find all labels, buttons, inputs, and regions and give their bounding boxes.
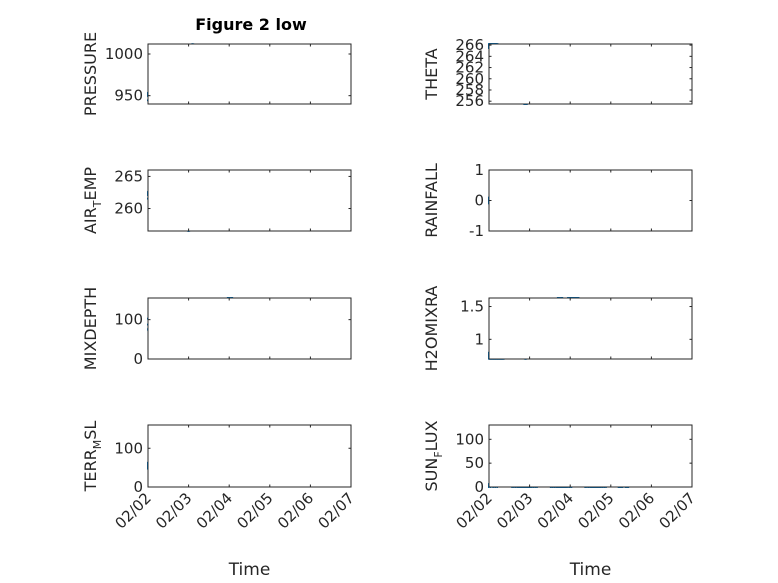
y-tick-label: 260	[455, 70, 484, 88]
axes-box	[488, 424, 693, 488]
y-tick-label: 950	[114, 87, 143, 105]
axes-box	[488, 297, 693, 360]
x-tick-label: 02/07	[315, 489, 358, 532]
y-tick-label: 258	[455, 81, 484, 99]
y-axis-label: THETA	[422, 48, 441, 100]
x-tick-label: 02/05	[574, 489, 617, 532]
x-tick-label: 02/03	[152, 489, 195, 532]
y-tick-label: 0	[133, 478, 143, 496]
y-tick-label: 1	[474, 161, 484, 179]
y-tick-label: 256	[455, 92, 484, 110]
x-tick-label: 02/06	[274, 489, 317, 532]
y-tick-label: 1.5	[460, 298, 484, 316]
x-tick-label: 02/04	[534, 489, 577, 532]
y-tick-label: 264	[455, 47, 484, 65]
panel-h2omixra: 1 1.5 H2OMIXRA	[422, 286, 693, 372]
y-tick-label: 262	[455, 59, 484, 77]
axes-box	[488, 169, 693, 232]
panel-rainfall: -1 0 1 RAINFALL	[422, 161, 693, 240]
y-tick-label: 266	[455, 36, 484, 54]
x-axis-label: Time	[569, 560, 612, 580]
axes-box	[488, 43, 693, 105]
y-tick-label: -1	[469, 222, 484, 240]
y-tick-label: 0	[474, 192, 484, 210]
panel-terr_msl: 0100TERRMSL02/0202/0302/0402/0502/0602/0…	[81, 421, 358, 580]
panel-mixdepth: 0 100 MIXDEPTH	[81, 287, 352, 370]
y-tick-label: 260	[114, 200, 143, 218]
axes-box	[147, 424, 352, 488]
y-tick-label: 100	[455, 430, 484, 448]
y-axis-label: MIXDEPTH	[81, 287, 100, 370]
x-tick-label: 02/06	[615, 489, 658, 532]
y-tick-label: 265	[114, 167, 143, 185]
y-tick-label: 100	[114, 439, 143, 457]
y-tick-label: 0	[133, 350, 143, 368]
x-tick-label: 02/04	[193, 489, 236, 532]
y-tick-label: 0	[474, 478, 484, 496]
axes-box	[147, 43, 352, 105]
x-tick-label: 02/05	[233, 489, 276, 532]
y-axis-label: H2OMIXRA	[422, 286, 441, 372]
y-axis-label: PRESSURE	[81, 32, 100, 116]
axes-box	[147, 297, 352, 360]
y-axis-label: SUNFLUX	[422, 420, 445, 491]
figure-title: Figure 2 low	[195, 15, 307, 34]
y-axis-label: RAINFALL	[422, 163, 441, 238]
panel-pressure: 950 1000 PRESSURE	[81, 32, 352, 116]
axes-box	[147, 169, 352, 232]
panel-air_temp: 260 265 AIRTEMP	[81, 167, 352, 234]
x-tick-label: 02/07	[656, 489, 699, 532]
x-axis-label: Time	[228, 560, 271, 580]
y-tick-label: 1000	[105, 45, 143, 63]
y-tick-label: 1	[474, 330, 484, 348]
y-axis-label: AIRTEMP	[81, 167, 104, 234]
x-tick-label: 02/03	[493, 489, 536, 532]
y-tick-label: 100	[114, 311, 143, 329]
y-axis-label: TERRMSL	[81, 421, 104, 493]
y-tick-label: 50	[465, 454, 484, 472]
panel-sun_flux: 050100SUNFLUX02/0202/0302/0402/0502/0602…	[422, 420, 699, 580]
